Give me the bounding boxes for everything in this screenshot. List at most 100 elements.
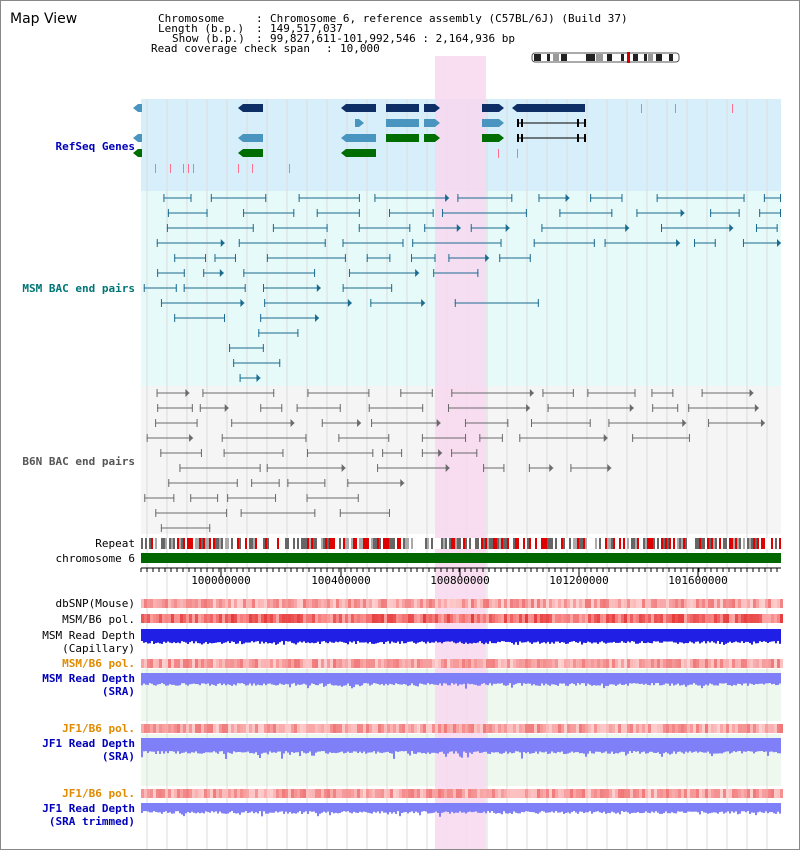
msm-depth-capillary-bar [559, 629, 561, 643]
msm-depth-sra-bar [529, 673, 531, 684]
jf1-pol-strip [264, 724, 267, 733]
msm-bac-pair-end [266, 254, 268, 262]
msm-depth-sra-bar [731, 673, 733, 686]
jf1-depth-trimmed-bar [379, 803, 381, 814]
jf1-pol-strip [414, 724, 417, 733]
dbsnp-strip [564, 599, 567, 608]
dbsnp-strip [768, 599, 771, 608]
dbsnp-strip [279, 599, 282, 608]
msm-pol2-strip [507, 659, 510, 668]
msm-pol-strip [222, 614, 225, 623]
jf1-depth-sra-bar [713, 738, 715, 754]
jf1-pol-strip [282, 724, 285, 733]
jf1-depth-sra-bar [683, 738, 685, 754]
dbsnp-strip [510, 599, 513, 608]
msm-depth-capillary-bar [185, 629, 187, 643]
jf1-pol-strip [747, 724, 750, 733]
jf1-depth-sra-bar [727, 738, 729, 752]
msm-pol2-strip [528, 659, 531, 668]
jf1-depth-sra-bar [397, 738, 399, 752]
jf1-depth-trimmed-bar [165, 803, 167, 812]
msm-pol-strip [534, 614, 537, 623]
msm-depth-sra-bar [203, 673, 205, 684]
jf1-pol-strip [489, 724, 492, 733]
msm-depth-capillary-bar [679, 629, 681, 643]
jf1-pol-strip [405, 724, 408, 733]
jf1-depth-sra-bar [737, 738, 739, 752]
repeat-segment [661, 538, 663, 549]
msm-depth-capillary-bar [495, 629, 497, 644]
msm-depth-sra-bar [761, 673, 763, 684]
dbsnp-strip [318, 599, 321, 608]
jf1-pol-strip [450, 724, 453, 733]
b6n-bac-label[interactable]: B6N BAC end pairs [22, 455, 135, 468]
msm-depth-capillary-bar [217, 629, 219, 643]
msm-depth-sra-bar [759, 673, 761, 684]
dbsnp-strip [405, 599, 408, 608]
msm-bac-label[interactable]: MSM BAC end pairs [22, 282, 135, 295]
jf1-depth-sra-bar [581, 738, 583, 754]
jf1-depth-trimmed-bar [621, 803, 623, 812]
dbsnp-strip [222, 599, 225, 608]
msm-pol-strip [693, 614, 696, 623]
msm-depth-sra-bar [435, 673, 437, 685]
jf1-depth-trimmed-bar [511, 803, 513, 814]
jf1-depth-sra-bar [443, 738, 445, 754]
msm-depth-sra-bar [533, 673, 535, 685]
jf1-pol-strip [666, 724, 669, 733]
jf1-depth-sra-bar [269, 738, 271, 752]
jf1-depth-trimmed-bar [519, 803, 521, 814]
msm-depth-capillary-bar [465, 629, 467, 643]
msm-pol-strip [669, 614, 672, 623]
jf1-pol-strip [486, 724, 489, 733]
repeat-segment [275, 538, 277, 549]
repeat-segment [767, 538, 769, 549]
msm-depth-sra-bar [471, 673, 473, 684]
msm-depth-capillary-bar [649, 629, 651, 643]
msm-depth-capillary-bar [713, 629, 715, 643]
repeat-segment [197, 538, 199, 549]
jf1-depth-trimmed-bar [385, 803, 387, 813]
jf1-pol-strip [396, 724, 399, 733]
repeat-segment [529, 538, 531, 549]
repeat-segment [271, 538, 273, 549]
jf1-depth-trimmed-bar [195, 803, 197, 814]
jf1-depth-trimmed-bar [757, 803, 759, 813]
jf1-depth-trimmed-bar [555, 803, 557, 812]
msm-depth-capillary-bar [237, 629, 239, 644]
gene-tick-mark [188, 164, 189, 173]
msm-pol-strip [702, 614, 705, 623]
msm-bac-pair-end [206, 209, 208, 217]
msm-pol2-strip [642, 659, 645, 668]
jf1-pol-strip [693, 724, 696, 733]
jf1-depth-trimmed-bar [673, 803, 675, 814]
jf1-pol-strip [690, 724, 693, 733]
jf1-depth-sra-bar [517, 738, 519, 752]
msm-pol2-strip [621, 659, 624, 668]
refseq-genes-label[interactable]: RefSeq Genes [55, 140, 135, 153]
jf1-depth-trimmed-bar [767, 803, 769, 814]
msm-pol2-strip [495, 659, 498, 668]
dbsnp-strip [543, 599, 546, 608]
jf1-depth-sra-bar [499, 738, 501, 754]
msm-pol2-strip [378, 659, 381, 668]
jf1-pol2-strip [153, 789, 156, 798]
msm-depth-sra-bar [309, 673, 311, 686]
msm-depth-sra-bar [683, 673, 685, 685]
jf1-depth-sra-bar [703, 738, 705, 753]
jf1-pol2-strip [444, 789, 447, 798]
repeat-segment [465, 538, 467, 549]
msm-depth-capillary-bar [503, 629, 505, 642]
msm-depth-capillary-bar [545, 629, 547, 644]
b6n-bac-pair-end [368, 404, 370, 412]
jf1-depth-trimmed-bar [585, 803, 587, 813]
msm-bac-pair-arrow [256, 374, 261, 382]
msm-depth-capillary-bar [187, 629, 189, 644]
jf1-pol-strip [162, 724, 165, 733]
jf1-pol2-strip [474, 789, 477, 798]
msm-depth-capillary-bar [369, 629, 371, 642]
dbsnp-strip [147, 599, 150, 608]
msm-depth-sra-bar [389, 673, 391, 684]
jf1-depth-trimmed-bar [303, 803, 305, 813]
jf1-depth-sra-bar [711, 738, 713, 757]
